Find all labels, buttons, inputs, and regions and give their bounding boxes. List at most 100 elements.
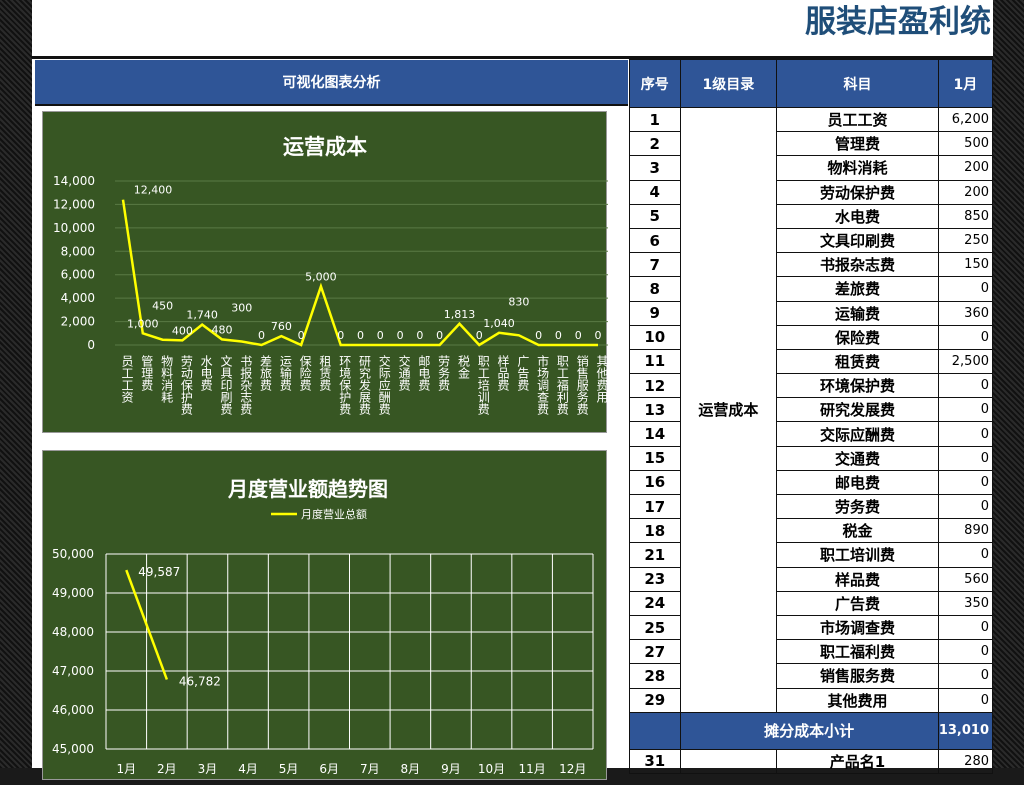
cell-subject[interactable]: 税金 [776,518,939,544]
cell-index[interactable]: 3 [629,155,681,181]
cell-jan[interactable]: 0 [937,445,994,471]
cell-index[interactable]: 14 [629,421,681,447]
cell-index[interactable]: 9 [629,300,681,326]
cell-jan[interactable]: 0 [937,542,994,568]
cell-index[interactable]: 18 [629,518,681,544]
cell-index[interactable]: 17 [629,493,681,520]
cell-subject[interactable]: 书报杂志费 [776,252,939,278]
cell-subject[interactable]: 交通费 [776,445,939,471]
cell-jan[interactable]: 150 [937,252,994,278]
cell-index[interactable]: 7 [629,252,681,278]
cell-index[interactable]: 8 [629,276,681,302]
cell-jan[interactable]: 0 [937,663,994,689]
data-label: 760 [271,320,292,333]
cell-jan[interactable]: 6,200 [937,106,994,133]
cell-jan[interactable]: 500 [937,131,994,157]
cell-subject[interactable]: 职工培训费 [776,542,939,568]
cell-index[interactable]: 12 [629,373,681,399]
header-category[interactable]: 1级目录 [679,59,778,108]
cell-jan[interactable]: 0 [937,687,994,713]
table-row: 29 其他费用 0 [629,687,994,713]
cell-index[interactable]: 25 [629,614,681,641]
cell-subject[interactable]: 邮电费 [776,469,939,496]
x-tick-label: 邮电费 [417,355,431,391]
cell-jan[interactable]: 0 [937,397,994,423]
subtotal-value[interactable]: 13,010 [937,711,994,750]
monthly-revenue-chart[interactable]: 月度营业额趋势图 月度营业总额 45,000 46,000 47,000 48,000 49… [42,450,607,780]
cell-category[interactable]: 运营成本 [679,107,778,713]
cell-index[interactable]: 2 [629,131,681,157]
x-tick-label: 6月 [319,762,339,776]
cell-subject[interactable]: 劳动保护费 [776,179,939,205]
cell-jan[interactable]: 890 [937,518,994,544]
cell-jan[interactable]: 850 [937,203,994,229]
cell-subject[interactable]: 运输费 [776,300,939,326]
cell-jan[interactable]: 350 [937,590,994,616]
cell-jan[interactable]: 560 [937,566,994,592]
cell-subject[interactable]: 销售服务费 [776,663,939,689]
cell-category[interactable] [679,748,778,774]
cell-jan[interactable]: 200 [937,179,994,205]
cell-jan[interactable]: 250 [937,227,994,254]
cell-jan[interactable]: 0 [937,421,994,447]
cell-subject[interactable]: 物料消耗 [776,155,939,181]
table-row: 5 水电费 850 [629,203,994,229]
cell-index[interactable]: 10 [629,324,681,350]
cell-subject[interactable]: 差旅费 [776,276,939,302]
cell-jan[interactable]: 0 [937,493,994,520]
header-index[interactable]: 序号 [629,59,681,108]
operating-cost-chart[interactable]: 运营成本 0 2,000 4,000 6,000 8,000 10,000 12,000 14,… [42,111,609,433]
cell-index[interactable]: 13 [629,397,681,423]
cell-jan[interactable]: 0 [937,276,994,302]
cell-jan[interactable]: 0 [937,469,994,496]
header-jan[interactable]: 1月 [937,59,994,108]
cell-subject[interactable]: 保险费 [776,324,939,350]
cell-subject[interactable]: 职工福利费 [776,639,939,665]
cell-subject[interactable]: 文具印刷费 [776,227,939,254]
cell-index[interactable]: 31 [629,748,681,774]
cell-index[interactable]: 21 [629,542,681,568]
y-tick-label: 10,000 [53,221,95,235]
cell-index[interactable]: 28 [629,663,681,689]
cell-jan[interactable]: 2,500 [937,348,994,375]
x-tick-label: 运输费 [278,355,292,391]
cell-subject[interactable]: 其他费用 [776,687,939,713]
cell-index[interactable] [629,711,681,750]
subtotal-label[interactable]: 摊分成本小计 [679,711,939,750]
cell-subject[interactable]: 产品名1 [776,748,939,774]
cell-subject[interactable]: 环境保护费 [776,373,939,399]
cell-index[interactable]: 23 [629,566,681,592]
cell-index[interactable]: 15 [629,445,681,471]
cell-index[interactable]: 29 [629,687,681,713]
cell-subject[interactable]: 管理费 [776,131,939,157]
cell-jan[interactable]: 0 [937,373,994,399]
cell-subject[interactable]: 劳务费 [776,493,939,520]
cell-subject[interactable]: 租赁费 [776,348,939,375]
cell-subject[interactable]: 样品费 [776,566,939,592]
cell-index[interactable]: 4 [629,179,681,205]
cell-subject[interactable]: 研究发展费 [776,397,939,423]
cell-jan[interactable]: 200 [937,155,994,181]
cell-index[interactable]: 5 [629,203,681,229]
cell-jan[interactable]: 0 [937,324,994,350]
cell-jan[interactable]: 0 [937,614,994,641]
subtotal-row: 摊分成本小计 13,010 [629,711,994,750]
cell-jan[interactable]: 0 [937,639,994,665]
cell-subject[interactable]: 员工工资 [776,106,939,133]
cell-index[interactable]: 27 [629,639,681,665]
cell-index[interactable]: 24 [629,590,681,616]
cell-jan[interactable]: 360 [937,300,994,326]
cell-subject[interactable]: 广告费 [776,590,939,616]
cell-jan[interactable]: 280 [937,748,994,774]
cell-subject[interactable]: 水电费 [776,203,939,229]
cell-index[interactable]: 1 [629,106,681,133]
x-tick-label: 管理费 [140,354,154,391]
x-tick-label: 样品费 [496,354,510,391]
header-subject[interactable]: 科目 [776,59,939,108]
cell-subject[interactable]: 交际应酬费 [776,421,939,447]
cell-index[interactable]: 11 [629,348,681,375]
cell-subject[interactable]: 市场调查费 [776,614,939,641]
cell-index[interactable]: 6 [629,227,681,254]
x-tick-label: 交通费 [397,354,411,391]
cell-index[interactable]: 16 [629,469,681,496]
